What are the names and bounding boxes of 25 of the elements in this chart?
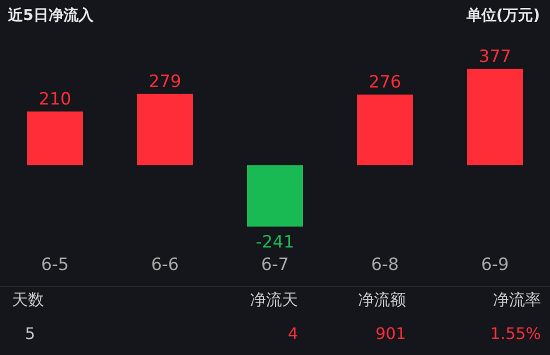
text: 净流率 — [493, 290, 541, 309]
bar — [247, 165, 303, 227]
x-tick-label: 6-7 — [261, 255, 289, 276]
text: 1.55% — [490, 324, 541, 343]
text: 4 — [288, 324, 298, 343]
y-axis-title: 单位(万元) — [466, 6, 540, 25]
bar — [27, 112, 83, 166]
data-label: 279 — [148, 72, 182, 92]
data-label: 210 — [38, 90, 72, 110]
x-tick-label: 6-5 — [41, 255, 69, 276]
x-tick-label: 6-6 — [151, 255, 179, 276]
x-tick-label: 6-8 — [371, 255, 399, 276]
data-label: 276 — [368, 72, 402, 93]
text: 净流天 — [250, 290, 298, 309]
chart-title: 近5日净流入 — [8, 6, 94, 25]
bar — [357, 94, 413, 166]
text: 天数 — [12, 290, 44, 309]
data-label: -241 — [256, 232, 294, 253]
bar — [467, 68, 523, 166]
text: 5 — [25, 324, 36, 343]
text: 净流额 — [358, 290, 406, 309]
bar — [137, 94, 193, 166]
data-label: 377 — [478, 46, 512, 67]
x-tick-label: 6-9 — [481, 255, 509, 276]
text: 901 — [375, 324, 406, 343]
